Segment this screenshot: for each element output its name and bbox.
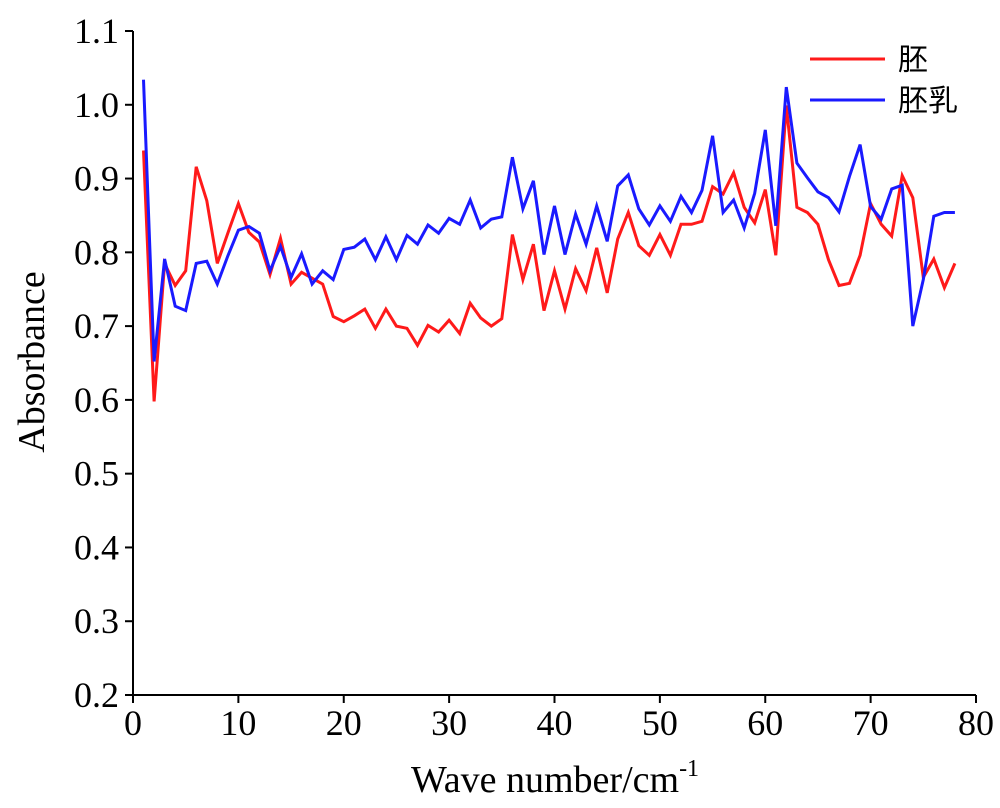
series-line-embryo	[142, 105, 957, 402]
y-tick-label: 0.6	[74, 380, 119, 420]
axes	[132, 31, 976, 696]
y-tick-label: 0.3	[74, 601, 119, 641]
x-tick-label: 20	[326, 703, 362, 743]
legend-label-embryo: 胚	[898, 43, 928, 78]
y-axis-title: Absorbance	[11, 271, 53, 452]
x-tick-label: 40	[537, 703, 573, 743]
x-tick-label: 30	[431, 703, 467, 743]
y-tick-label: 0.8	[74, 232, 119, 272]
y-tick-label: 0.4	[74, 527, 119, 567]
tick-labels: 0.2 0.3 0.4 0.5 0.6 0.7 0.8 0.9 1.0 1.1 0 10 20 30 40 5…	[74, 11, 994, 743]
x-tick-label: 50	[642, 703, 678, 743]
series-layer	[142, 79, 957, 402]
y-tick-label: 0.7	[74, 306, 119, 346]
tick-marks	[125, 30, 977, 703]
x-axis-title-superscript: -1	[679, 756, 699, 782]
x-tick-label: 0	[124, 703, 142, 743]
series-line-endosperm	[142, 79, 955, 362]
x-tick-label: 60	[747, 703, 783, 743]
x-tick-label: 80	[958, 703, 994, 743]
y-tick-label: 1.0	[74, 85, 119, 125]
y-tick-label: 1.1	[74, 11, 119, 51]
x-tick-label: 10	[220, 703, 256, 743]
x-axis-title-main: Wave number/cm	[411, 759, 679, 801]
y-tick-label: 0.2	[74, 675, 119, 715]
x-axis-title: Wave number/cm-1	[411, 756, 699, 801]
legend: 胚 胚乳	[810, 43, 958, 119]
y-tick-label: 0.9	[74, 159, 119, 199]
x-tick-label: 70	[853, 703, 889, 743]
legend-label-endosperm: 胚乳	[898, 84, 958, 119]
y-tick-label: 0.5	[74, 454, 119, 494]
